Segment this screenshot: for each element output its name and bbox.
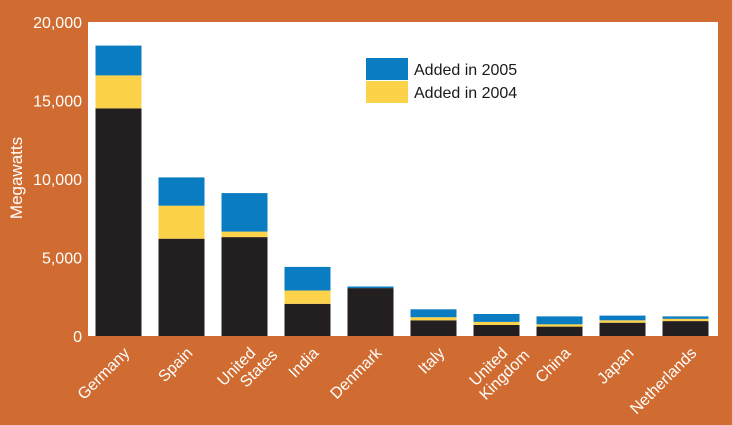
bar-segment-base [473,325,520,336]
legend: Added in 2005 Added in 2004 [366,58,517,103]
bar-segment-base [221,237,268,336]
bar-segment-base [536,326,583,336]
bar-segment-base [410,320,457,336]
x-tick-label: Japan [594,345,637,388]
legend-label: Added in 2004 [414,85,517,102]
bar-segment-y2004 [158,205,205,239]
bar-segment-base [95,108,142,336]
bar-segment-y2005 [410,309,457,318]
x-tick-label-line: Japan [594,345,637,388]
bar-segment-y2005 [284,266,331,291]
x-tick-label-line: Denmark [327,344,386,403]
x-tick-label-line: Italy [416,345,449,378]
x-tick-label-line: India [286,345,323,382]
legend-label: Added in 2005 [414,62,517,79]
bar-segment-y2005 [536,316,583,325]
y-tick-label: 15,000 [33,94,82,111]
bar-segment-base [347,288,394,336]
bar-segment-y2004 [536,324,583,327]
x-tick-label: China [533,345,575,387]
x-tick-label: Netherlands [627,345,700,418]
bar-segment-y2005 [95,45,142,76]
x-tick-label: Spain [155,345,196,386]
y-axis-ticks: 0 5,000 10,000 15,000 20,000 [33,15,82,346]
legend-swatch [366,58,408,80]
bar-segment-y2005 [158,177,205,206]
bar-segment-base [284,303,331,336]
y-axis-title: Megawatts [7,137,26,219]
bar-segment-base [158,238,205,336]
y-tick-label: 20,000 [33,15,82,32]
bar-segment-y2005 [662,316,709,319]
bar-segment-y2005 [347,286,394,289]
x-tick-label-line: Spain [155,345,196,386]
x-tick-label: India [286,345,323,382]
bars-group [95,45,709,336]
bar-segment-y2004 [284,290,331,304]
bar-segment-y2004 [410,317,457,321]
bar-segment-y2004 [473,321,520,325]
bar-segment-y2004 [95,75,142,109]
y-tick-label: 10,000 [33,172,82,189]
bar-segment-base [662,321,709,336]
x-tick-label: Denmark [327,344,386,403]
bar-segment-y2004 [599,320,646,323]
bar-segment-base [599,322,646,336]
y-tick-label: 5,000 [42,251,82,268]
bar-segment-y2005 [473,314,520,322]
bar-segment-y2005 [221,193,268,232]
x-tick-label: Germany [75,345,134,404]
x-tick-label: Italy [416,345,449,378]
y-tick-label: 0 [73,329,82,346]
x-tick-label-line: Netherlands [627,345,700,418]
x-tick-label-line: Germany [75,345,134,404]
bar-segment-y2005 [599,315,646,321]
bar-segment-y2004 [221,231,268,238]
legend-swatch [366,81,408,103]
x-tick-label-line: China [533,345,575,387]
bar-segment-y2004 [662,318,709,322]
